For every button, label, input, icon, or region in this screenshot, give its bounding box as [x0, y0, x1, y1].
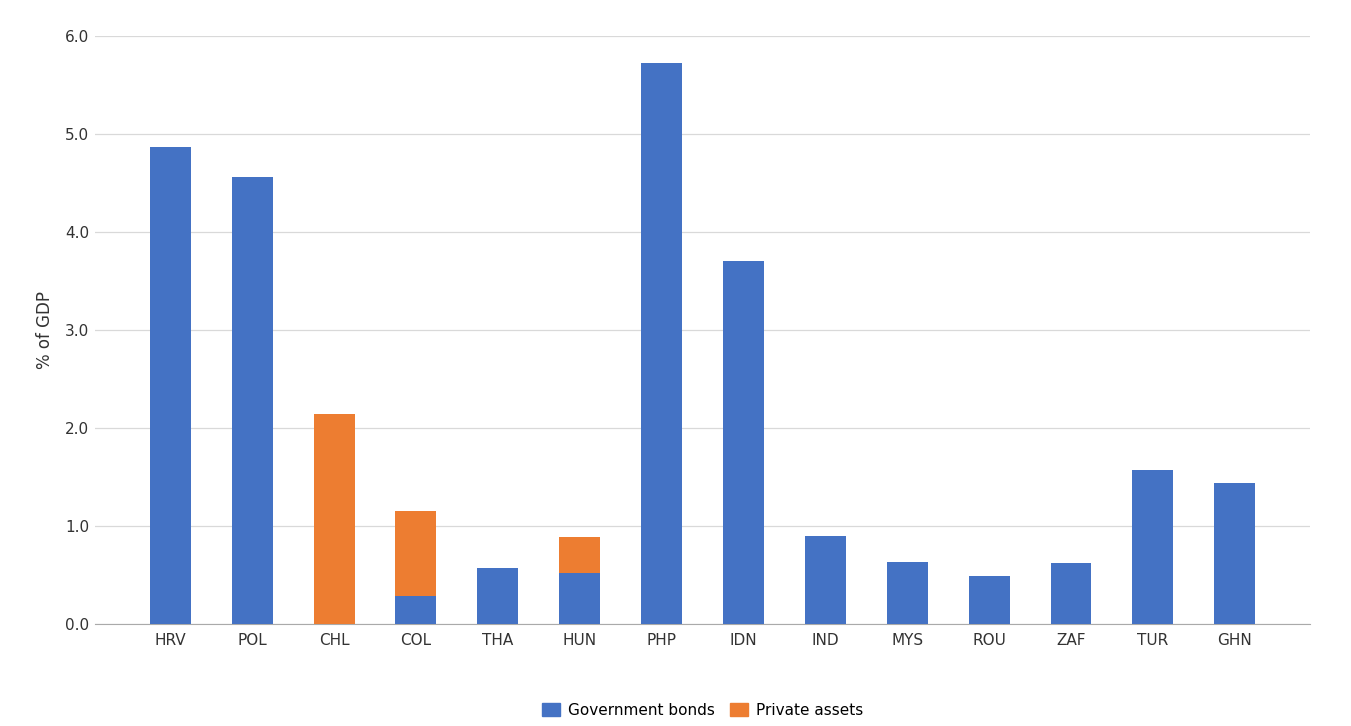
Bar [1051, 563, 1092, 624]
Bar [723, 261, 763, 624]
Bar [150, 147, 190, 624]
Bar [1132, 470, 1173, 624]
Bar [559, 574, 600, 624]
Bar [232, 177, 273, 624]
Bar [642, 62, 682, 624]
Bar [396, 510, 436, 596]
Bar [886, 562, 928, 624]
Bar [477, 568, 519, 624]
Bar [1215, 484, 1255, 624]
Legend: Government bonds, Private assets: Government bonds, Private assets [536, 697, 869, 724]
Bar [559, 537, 600, 574]
Bar [805, 536, 846, 624]
Bar [396, 596, 436, 624]
Bar [969, 576, 1009, 624]
Bar [313, 414, 354, 624]
Y-axis label: % of GDP: % of GDP [35, 291, 54, 370]
